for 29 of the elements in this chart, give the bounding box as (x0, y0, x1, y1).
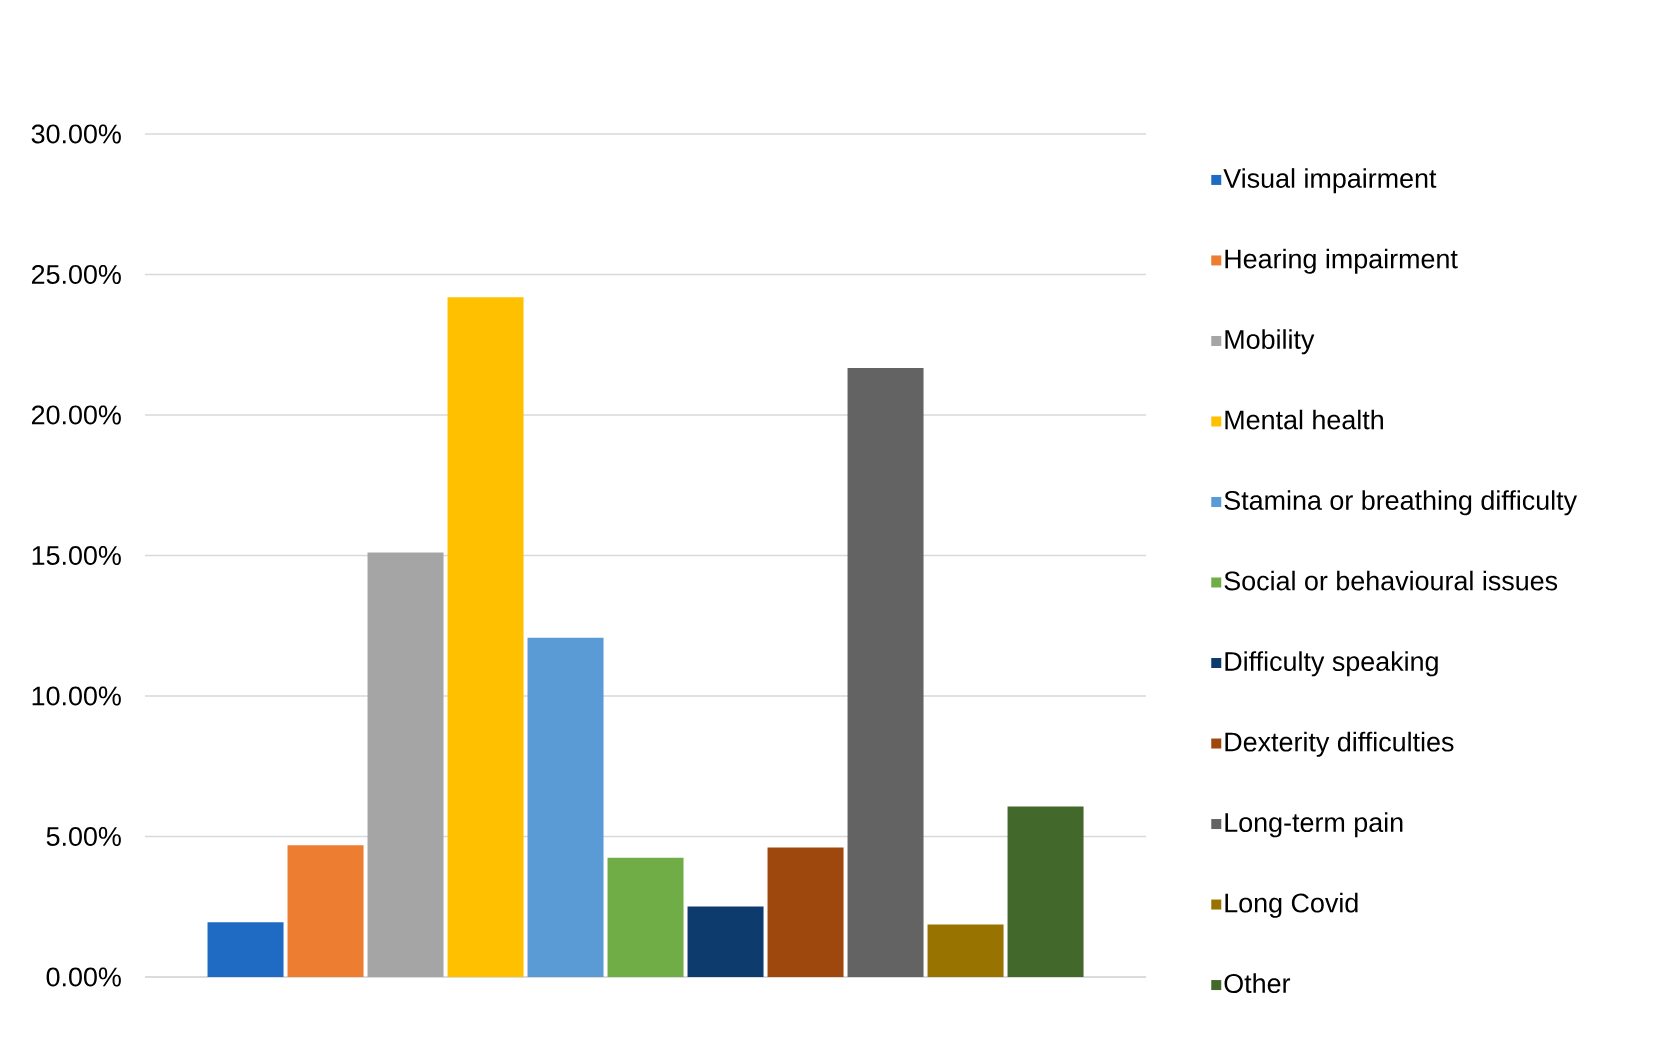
legend-label: Mobility (1225, 329, 1315, 355)
legend-label: Difficulty speaking (1225, 651, 1438, 677)
legend-label: Social or behavioural issues (1224, 570, 1558, 591)
y-tick-label: 10.00% (32, 686, 121, 706)
legend-label: Dexterity difficulties (1225, 731, 1454, 757)
bar (767, 847, 844, 977)
y-tick-label: 20.00% (31, 405, 121, 425)
bar (1007, 806, 1084, 977)
bar (447, 297, 524, 977)
y-tick-label: 5.00% (46, 826, 121, 847)
legend-label: Stamina or breathing difficulty (1224, 490, 1578, 516)
y-tick-label: 15.00% (32, 545, 121, 566)
legend-label: Long-term pain (1225, 812, 1403, 838)
bar (687, 906, 764, 977)
y-tick-label: 0.00% (46, 967, 121, 987)
legend-label: Other (1224, 973, 1291, 994)
y-tick-label: 25.00% (31, 264, 121, 285)
bar (847, 368, 924, 977)
legend-label: Visual impairment (1223, 168, 1437, 194)
legend-label: Long Covid (1225, 892, 1358, 918)
bar (287, 845, 364, 977)
bar (367, 552, 444, 977)
bar (207, 922, 284, 977)
bar (527, 637, 604, 977)
bar (607, 857, 684, 977)
legend-label: Hearing impairment (1225, 248, 1458, 274)
bar (927, 924, 1004, 977)
y-tick-label: 30.00% (31, 124, 121, 144)
legend-label: Mental health (1225, 409, 1383, 430)
